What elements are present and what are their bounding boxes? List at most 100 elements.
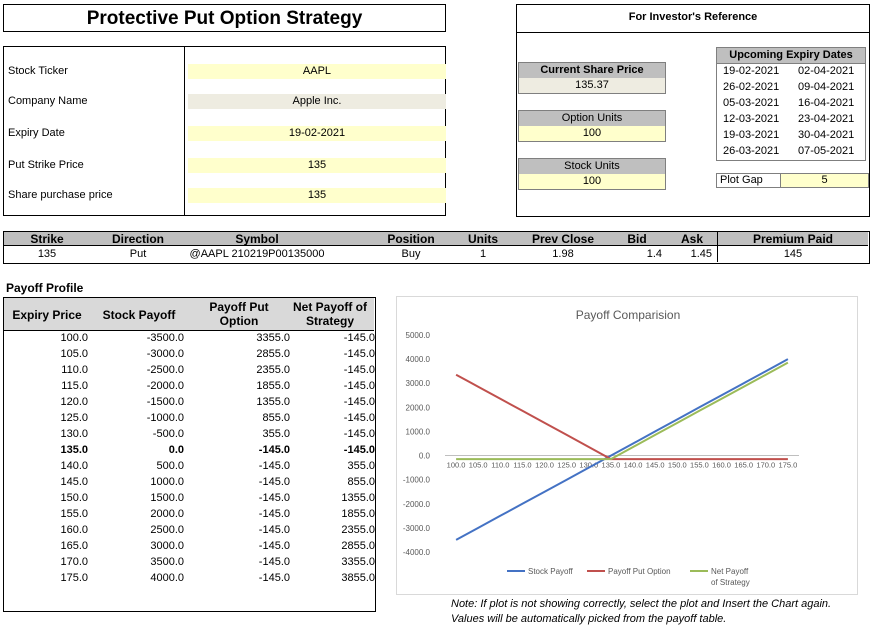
table-row: 165.0 3000.0 -145.0 2855.0 — [4, 540, 375, 556]
payoff-cell: 125.0 — [60, 412, 88, 424]
payoff-cell: -3000.0 — [146, 348, 184, 360]
y-tick-label: 0.0 — [419, 452, 431, 461]
payoff-cell: -1500.0 — [146, 396, 184, 408]
payoff-cell: 3500.0 — [150, 556, 184, 568]
chart-note-line-1: Note: If plot is not showing correctly, … — [451, 598, 832, 610]
payoff-header: Payoff Put Option — [209, 300, 269, 328]
input-value[interactable]: 135 — [188, 188, 446, 203]
payoff-profile-title: Payoff Profile — [6, 281, 84, 295]
payoff-cell: 1000.0 — [150, 476, 184, 488]
payoff-cell: -2500.0 — [146, 364, 184, 376]
x-tick-label: 125.0 — [557, 461, 576, 470]
payoff-cell: -1000.0 — [146, 412, 184, 424]
input-value[interactable]: 19-02-2021 — [188, 126, 446, 141]
payoff-cell: 0.0 — [168, 444, 184, 456]
payoff-cell: -145.0 — [343, 332, 375, 344]
payoff-cell: -145.0 — [258, 540, 290, 552]
input-value[interactable]: 135 — [188, 158, 446, 173]
table-row: 160.0 2500.0 -145.0 2355.0 — [4, 524, 375, 540]
x-tick-label: 175.0 — [779, 461, 798, 470]
option-units-value[interactable]: 100 — [518, 126, 666, 142]
payoff-cell: 2355.0 — [341, 524, 375, 536]
table-row: 125.0 -1000.0 855.0 -145.0 — [4, 412, 375, 428]
payoff-header: Net Payoff of Strategy — [292, 300, 367, 328]
inputs-panel: Stock Ticker AAPL Company Name Apple Inc. Ex… — [3, 46, 446, 216]
stock-units-value[interactable]: 100 — [518, 174, 666, 190]
table-row: 135.0 0.0 -145.0 -145.0 — [4, 444, 375, 460]
payoff-chart[interactable]: Payoff Comparision 5000.0 4000.0 3000.0 2000… — [396, 296, 858, 595]
payoff-cell: 3855.0 — [341, 572, 375, 584]
x-tick-label: 135.0 — [602, 461, 621, 470]
payoff-cell: 3355.0 — [341, 556, 375, 568]
expiry-date: 09-04-2021 — [798, 81, 855, 93]
input-value[interactable]: AAPL — [188, 64, 446, 79]
payoff-header: Expiry Price — [12, 308, 82, 322]
payoff-cell: 150.0 — [60, 492, 88, 504]
payoff-cell: 2855.0 — [256, 348, 290, 360]
payoff-cell: -145.0 — [343, 380, 375, 392]
payoff-cell: -145.0 — [258, 460, 290, 472]
payoff-header: Stock Payoff — [102, 308, 176, 322]
payoff-cell: 140.0 — [60, 460, 88, 472]
option-cell[interactable]: 1 — [479, 248, 487, 260]
legend-label: Payoff Put Option — [608, 567, 671, 576]
payoff-cell: 355.0 — [347, 460, 375, 472]
payoff-cell: -145.0 — [258, 524, 290, 536]
input-value[interactable]: Apple Inc. — [188, 94, 446, 109]
expiry-date: 26-02-2021 — [723, 81, 780, 93]
option-units-label: Option Units — [518, 110, 666, 127]
y-tick-label: -1000.0 — [403, 476, 431, 485]
y-tick-label: 4000.0 — [406, 355, 431, 364]
option-cell[interactable]: 1.4 — [646, 248, 662, 260]
payoff-cell: 115.0 — [61, 380, 88, 392]
table-row: 170.0 3500.0 -145.0 3355.0 — [4, 556, 375, 572]
y-tick-label: 3000.0 — [406, 379, 431, 388]
expiry-date: 02-04-2021 — [798, 65, 855, 77]
payoff-cell: 4000.0 — [150, 572, 184, 584]
x-tick-label: 120.0 — [535, 461, 554, 470]
chart-title: Payoff Comparision — [576, 308, 681, 322]
payoff-cell: -145.0 — [258, 572, 290, 584]
x-tick-label: 130.0 — [579, 461, 598, 470]
expiry-dates-title: Upcoming Expiry Dates — [716, 47, 866, 64]
option-cell[interactable]: @AAPL 210219P00135000 — [189, 248, 325, 260]
plot-gap-value[interactable]: 5 — [781, 173, 869, 188]
payoff-cell: -145.0 — [258, 476, 290, 488]
expiry-dates-table: 19-02-2021 02-04-2021 26-02-2021 09-04-2021… — [716, 62, 866, 161]
payoff-cell: 2500.0 — [150, 524, 184, 536]
option-cell[interactable]: 1.45 — [690, 248, 712, 260]
payoff-cell: 500.0 — [156, 460, 184, 472]
payoff-cell: -3500.0 — [146, 332, 184, 344]
expiry-date: 19-03-2021 — [723, 129, 780, 141]
payoff-cell: 120.0 — [60, 396, 88, 408]
current-share-price-value[interactable]: 135.37 — [518, 78, 666, 94]
payoff-cell: 2355.0 — [256, 364, 290, 376]
payoff-cell: 355.0 — [262, 428, 290, 440]
expiry-date: 30-04-2021 — [798, 129, 855, 141]
option-cell[interactable]: Buy — [401, 248, 421, 260]
payoff-cell: 175.0 — [60, 572, 88, 584]
x-tick-label: 140.0 — [624, 461, 643, 470]
payoff-cell: 160.0 — [60, 524, 88, 536]
y-tick-label: -4000.0 — [403, 548, 431, 557]
option-cell[interactable]: Put — [129, 248, 147, 260]
chart-svg: Payoff Comparision 5000.0 4000.0 3000.0 2000… — [403, 308, 799, 587]
expiry-date: 19-02-2021 — [723, 65, 780, 77]
payoff-cell: 3355.0 — [256, 332, 290, 344]
x-tick-label: 105.0 — [469, 461, 488, 470]
input-label: Put Strike Price — [8, 159, 84, 171]
payoff-cell: 135.0 — [60, 444, 88, 456]
payoff-table: Expiry Price Stock Payoff Payoff Put Optio… — [3, 297, 376, 612]
table-row: 130.0 -500.0 355.0 -145.0 — [4, 428, 375, 444]
option-cell[interactable]: 145 — [783, 248, 803, 260]
option-cell[interactable]: 135 — [37, 248, 57, 260]
legend-label: of Strategy — [711, 578, 750, 587]
table-row: 100.0 -3500.0 3355.0 -145.0 — [4, 332, 375, 348]
reference-title-underline — [517, 32, 869, 33]
option-header-bg — [4, 232, 868, 246]
option-cell[interactable]: 1.98 — [552, 248, 574, 260]
current-share-price-label: Current Share Price — [518, 62, 666, 79]
payoff-cell: -145.0 — [258, 508, 290, 520]
payoff-cell: -145.0 — [343, 428, 375, 440]
payoff-cell: -145.0 — [258, 444, 290, 456]
